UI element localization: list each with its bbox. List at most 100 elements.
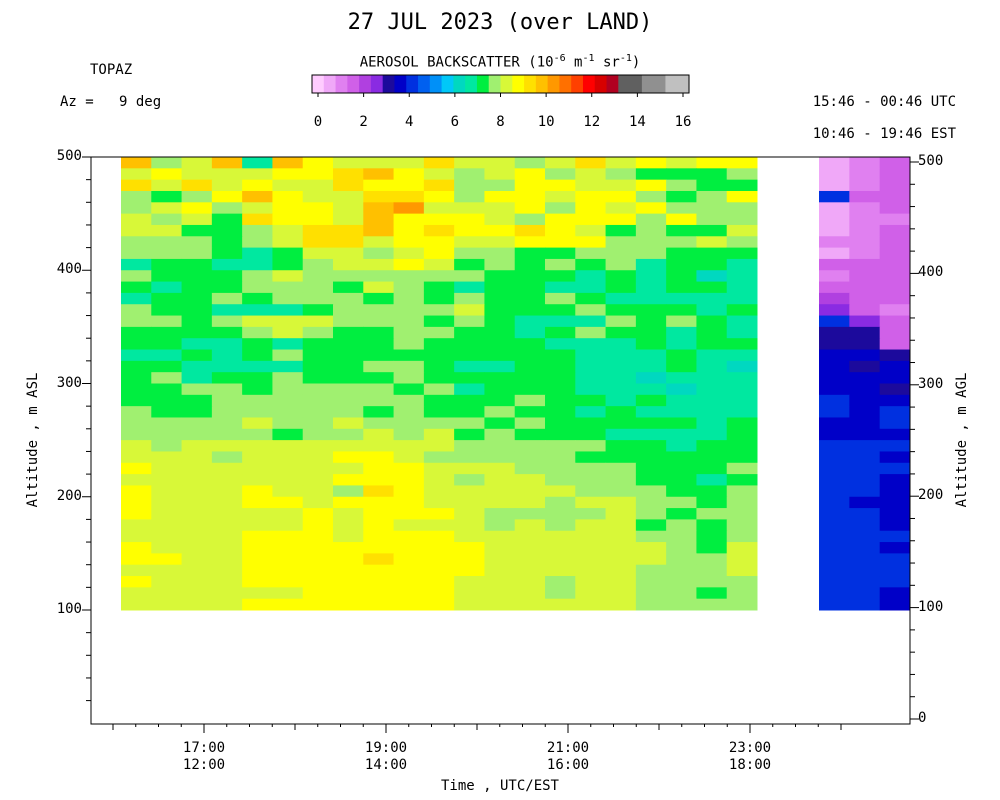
heatmap-cell [454,304,485,317]
heatmap-cell [726,292,758,305]
heatmap-cell [666,270,697,283]
side-heatmap-cell [819,236,850,249]
heatmap-cell [454,519,485,532]
y-left-tick-label: 500 [56,148,82,164]
heatmap-cell [605,519,637,532]
heatmap-cell [605,372,637,384]
heatmap-cell [545,258,576,271]
heatmap-cell [242,587,273,600]
heatmap-cell [242,168,273,181]
heatmap-cell [454,157,485,169]
heatmap-cell [484,440,516,452]
heatmap-cell [121,360,152,373]
heatmap-cell [666,519,697,532]
heatmap-cell [696,202,728,215]
heatmap-cell [484,190,516,203]
heatmap-cell [605,326,637,339]
heatmap-cell [696,519,728,532]
heatmap-cell [302,270,334,283]
heatmap-cell [575,372,607,384]
heatmap-cell [121,451,152,464]
side-heatmap-cell [819,224,850,237]
heatmap-cell [635,598,667,611]
colorbar-swatch [465,75,478,93]
heatmap-cell [423,428,455,441]
heatmap-cell [272,462,304,475]
y-right-tick-label: 100 [918,598,944,615]
colorbar-swatch [394,75,407,93]
heatmap-cell [545,326,576,339]
heatmap-cell [333,281,364,294]
heatmap-cell [272,179,304,192]
heatmap-cell [696,270,728,283]
heatmap-cell [333,417,364,430]
heatmap-cell [575,542,607,554]
side-heatmap-cell [879,508,911,520]
heatmap-cell [423,587,455,600]
plot-frame [90,156,911,725]
side-heatmap-cell [819,428,850,441]
heatmap-cell [181,326,213,339]
heatmap-cell [302,247,334,260]
side-heatmap-cell [879,326,911,339]
colorbar-swatch [406,75,419,93]
heatmap-cell [545,349,576,362]
heatmap-cell [423,440,455,452]
heatmap-cell [605,338,637,351]
heatmap-cell [635,258,667,271]
heatmap-cell [635,553,667,566]
heatmap-cell [696,485,728,498]
heatmap-cell [726,315,758,328]
side-heatmap-cell [819,202,850,215]
side-heatmap-cell [879,304,911,317]
heatmap-cell [181,360,213,373]
heatmap-cell [726,485,758,498]
heatmap-cell [333,224,364,237]
heatmap-cell [666,564,697,577]
heatmap-cell [575,417,607,430]
heatmap-cell [151,519,183,532]
heatmap-cell [575,304,607,317]
heatmap-cell [121,496,152,509]
heatmap-cell [605,236,637,249]
x-tick-label-utc: 19:00 [364,740,408,756]
heatmap-cell [696,440,728,452]
heatmap-cell [151,157,183,169]
heatmap-cell [666,394,697,407]
side-heatmap-cell [879,179,911,192]
heatmap-cell [635,315,667,328]
heatmap-cell [272,474,304,486]
heatmap-cell [726,190,758,203]
colorbar-swatch [418,75,431,93]
heatmap-cell [605,190,637,203]
heatmap-cell [333,236,364,249]
heatmap-cell [575,440,607,452]
heatmap-cell [363,179,395,192]
heatmap-cell [635,406,667,418]
side-heatmap-cell [879,213,911,226]
heatmap-cell [211,338,243,351]
heatmap-cell [302,157,334,169]
heatmap-cell [605,292,637,305]
colorbar-label-mid2: sr [594,54,620,71]
heatmap-cell [696,326,728,339]
side-heatmap-cell [879,462,911,475]
heatmap-cell [151,349,183,362]
heatmap-cell [121,587,152,600]
heatmap-cell [635,372,667,384]
heatmap-cell [423,383,455,396]
heatmap-cell [454,315,485,328]
heatmap-cell [575,474,607,486]
side-heatmap-cell [849,406,881,418]
heatmap-cell [575,202,607,215]
heatmap-cell [514,598,546,611]
heatmap-cell [302,338,334,351]
heatmap-cell [423,315,455,328]
heatmap-cell [363,281,395,294]
y-right-tick-label: 0 [918,710,927,726]
heatmap-cell [514,304,546,317]
heatmap-cell [242,281,273,294]
heatmap-cell [575,598,607,611]
heatmap-cell [545,530,576,543]
side-heatmap-cell [849,224,881,237]
